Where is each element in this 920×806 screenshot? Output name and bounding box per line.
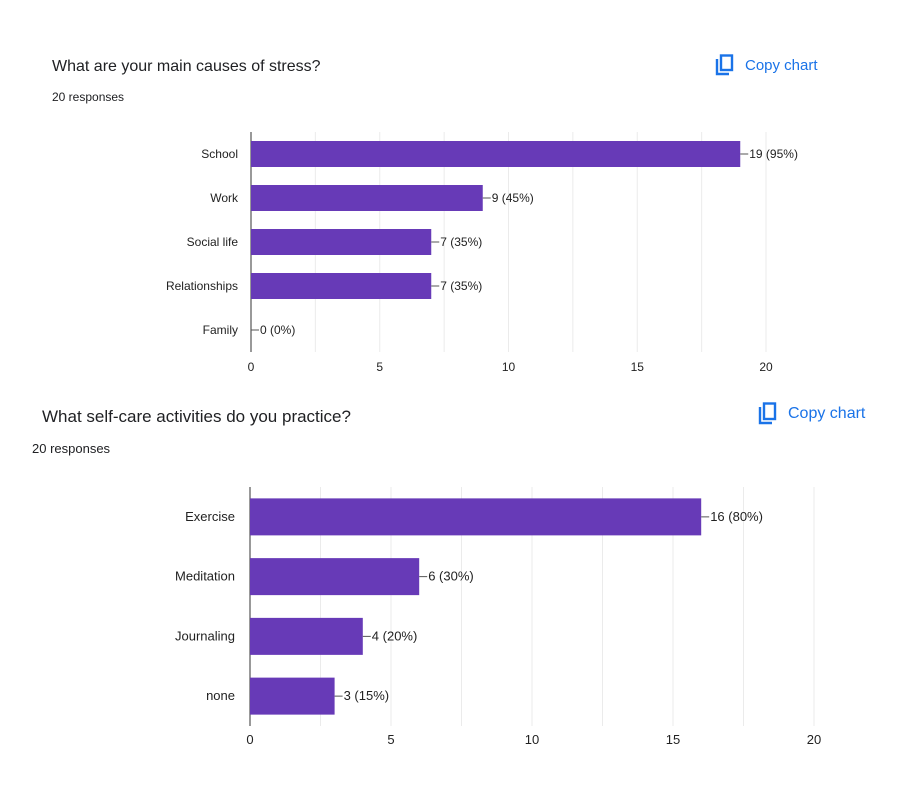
category-label: Family <box>203 323 238 337</box>
category-label: Journaling <box>175 628 235 643</box>
x-tick-label: 15 <box>666 732 680 747</box>
copy-chart-button[interactable]: Copy chart <box>715 54 818 76</box>
data-label: 7 (35%) <box>440 279 482 293</box>
question-title: What self-care activities do you practic… <box>42 407 351 426</box>
copy-chart-button[interactable]: Copy chart <box>758 402 865 425</box>
bar <box>251 273 432 299</box>
category-label: School <box>201 147 238 161</box>
bar-chart-stress: 0 5 10 15 20 School 19 (95%) Work 9 (45%) Social … <box>166 132 798 374</box>
x-tick-label: 10 <box>525 732 539 747</box>
category-label: none <box>206 688 235 703</box>
data-label: 3 (15%) <box>344 688 390 703</box>
data-label: 7 (35%) <box>440 235 482 249</box>
x-tick-label: 5 <box>387 732 394 747</box>
category-label: Relationships <box>166 279 238 293</box>
bar <box>251 229 432 255</box>
bar <box>250 498 702 536</box>
response-count: 20 responses <box>32 441 111 456</box>
data-label: 6 (30%) <box>428 569 474 584</box>
bar <box>250 677 335 715</box>
copy-chart-label: Copy chart <box>788 404 866 422</box>
data-label: 19 (95%) <box>749 147 798 161</box>
data-label: 0 (0%) <box>260 323 295 337</box>
category-label: Exercise <box>185 509 235 524</box>
data-label: 4 (20%) <box>372 628 418 643</box>
copy-icon <box>758 402 778 425</box>
chart-panel-selfcare: What self-care activities do you practic… <box>0 390 920 806</box>
category-label: Work <box>210 191 239 205</box>
bar-chart-selfcare: 0 5 10 15 20 Exercise 16 (80%) Meditation 6 (30%… <box>175 487 821 747</box>
response-count: 20 responses <box>52 90 125 104</box>
bar <box>251 185 483 211</box>
x-tick-label: 15 <box>631 360 645 374</box>
bar <box>250 558 420 596</box>
bar <box>251 141 741 167</box>
x-tick-label: 20 <box>759 360 773 374</box>
chart-panel-stress: What are your main causes of stress? 20 … <box>0 0 920 390</box>
category-label: Social life <box>187 235 239 249</box>
category-label: Meditation <box>175 569 235 584</box>
copy-icon <box>715 54 735 76</box>
x-tick-label: 0 <box>248 360 255 374</box>
question-title: What are your main causes of stress? <box>52 58 321 75</box>
x-tick-label: 0 <box>246 732 253 747</box>
x-tick-label: 5 <box>376 360 383 374</box>
data-label: 16 (80%) <box>710 509 763 524</box>
copy-chart-label: Copy chart <box>745 56 818 74</box>
bar <box>250 617 363 655</box>
data-label: 9 (45%) <box>492 191 534 205</box>
x-tick-label: 20 <box>807 732 821 747</box>
x-tick-label: 10 <box>502 360 516 374</box>
